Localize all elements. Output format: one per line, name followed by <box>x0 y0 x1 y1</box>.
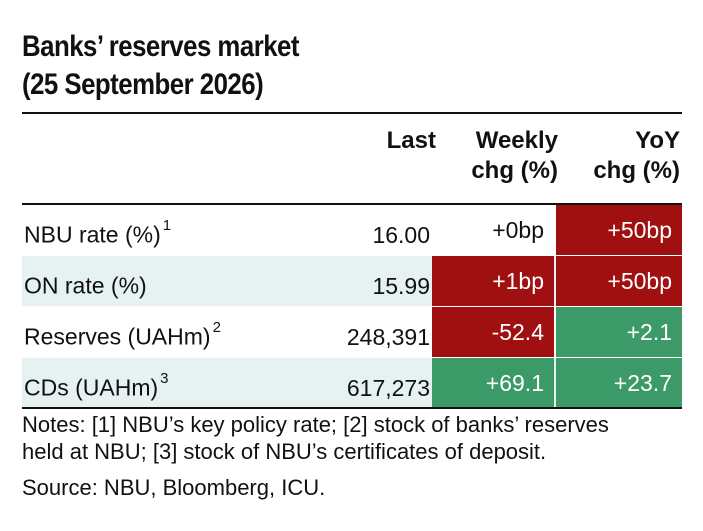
header-last: Last <box>387 126 436 156</box>
row-last-value: 617,273 <box>346 375 430 401</box>
table-body: NBU rate (%) 1 16.00 +0bp +50bp ON rate (… <box>22 205 682 409</box>
footnote-marker: 2 <box>212 319 221 337</box>
row-weekly-change: +1bp <box>432 256 554 306</box>
source-note: Source: NBU, Bloomberg, ICU. <box>22 475 326 500</box>
table-notes: Notes: [1] NBU’s key policy rate; [2] st… <box>22 411 682 465</box>
header-last-label: Last <box>386 127 436 154</box>
row-weekly-change: -52.4 <box>432 307 554 357</box>
header-yoy: YoY chg (%) <box>593 126 680 186</box>
title-line-2: (25 September 2026) <box>22 68 264 101</box>
table-row: ON rate (%) 15.99 +1bp +50bp <box>22 256 682 307</box>
table-row: CDs (UAHm) 3 617,273 +69.1 +23.7 <box>22 358 682 409</box>
row-last-value: 15.99 <box>372 273 430 299</box>
row-yoy-change: +2.1 <box>556 307 682 357</box>
bottom-rule <box>22 407 682 409</box>
notes-line-2: held at NBU; [3] stock of NBU’s certific… <box>22 439 547 464</box>
table-row: Reserves (UAHm) 2 248,391 -52.4 +2.1 <box>22 307 682 358</box>
page-title: Banks’ reserves market (25 September 202… <box>22 28 590 104</box>
footnote-marker: 1 <box>162 217 172 235</box>
header-yoy-line-1: YoY <box>635 127 680 154</box>
top-rule <box>22 112 682 114</box>
header-yoy-line-2: chg (%) <box>593 157 680 184</box>
table-header: Last Weekly chg (%) YoY chg (%) <box>22 118 682 200</box>
row-last-value: 248,391 <box>346 324 430 350</box>
row-yoy-change: +50bp <box>556 256 682 306</box>
row-last-value: 16.00 <box>372 222 430 248</box>
table-row: NBU rate (%) 1 16.00 +0bp +50bp <box>22 205 682 256</box>
header-weekly-line-2: chg (%) <box>471 157 558 184</box>
reserves-table-panel: Banks’ reserves market (25 September 202… <box>22 0 682 500</box>
row-yoy-change: +50bp <box>556 205 682 255</box>
notes-line-1: Notes: [1] NBU’s key policy rate; [2] st… <box>22 412 609 437</box>
header-weekly: Weekly chg (%) <box>471 126 558 186</box>
row-label: NBU rate (%) 1 <box>24 217 172 248</box>
row-yoy-change: +23.7 <box>556 358 682 408</box>
title-line-1: Banks’ reserves market <box>22 30 299 63</box>
footnote-marker: 3 <box>160 370 169 388</box>
header-rule <box>22 203 682 205</box>
row-label: CDs (UAHm) 3 <box>24 370 169 401</box>
row-label: Reserves (UAHm) 2 <box>24 319 221 350</box>
row-label: ON rate (%) <box>24 273 147 299</box>
row-weekly-change: +0bp <box>492 217 544 243</box>
header-weekly-line-1: Weekly <box>475 127 558 154</box>
row-weekly-change: +69.1 <box>432 358 554 408</box>
